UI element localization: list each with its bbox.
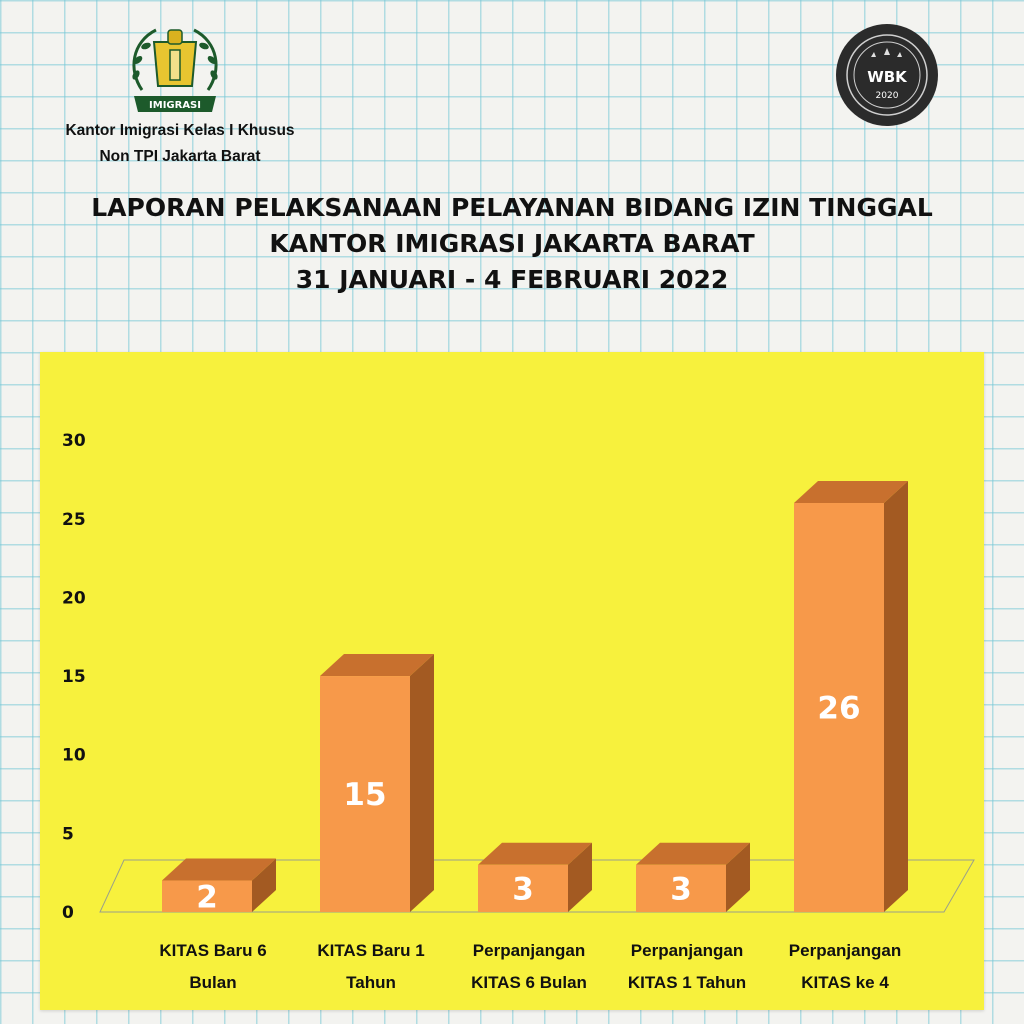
bar <box>478 864 568 912</box>
y-tick-label: 5 <box>62 824 74 844</box>
wbk-text: WBK <box>867 68 908 86</box>
bar-value-label: 2 <box>196 879 218 915</box>
x-category-label: Perpanjangan <box>473 941 585 960</box>
title-line-3: 31 JANUARI - 4 FEBRUARI 2022 <box>295 265 729 294</box>
bar-top <box>636 842 750 865</box>
imigrasi-logo: IMIGRASI <box>132 28 218 112</box>
x-category-label: KITAS 1 Tahun <box>628 973 746 992</box>
bar-side <box>410 654 434 912</box>
y-tick-label: 15 <box>62 667 86 687</box>
wbk-badge: WBK 2020 <box>836 24 938 126</box>
title-line-2: KANTOR IMIGRASI JAKARTA BARAT <box>269 229 755 258</box>
x-category-label: KITAS ke 4 <box>801 973 889 992</box>
chart-title: LAPORAN PELAKSANAAN PELAYANAN BIDANG IZI… <box>0 190 1024 298</box>
y-tick-label: 0 <box>62 903 74 923</box>
bar-value-label: 3 <box>512 871 534 907</box>
bar <box>162 880 252 912</box>
bar-value-label: 3 <box>670 871 692 907</box>
bar-chart: 0 5 10 15 20 25 30 2 KITAS Baru 6 Bulan 15 KITAS Ba… <box>62 431 975 992</box>
bar <box>636 864 726 912</box>
x-category-label: KITAS Baru 6 <box>159 941 266 960</box>
bar-top <box>478 842 592 865</box>
bar-side <box>884 481 908 912</box>
y-tick-label: 10 <box>62 746 86 766</box>
y-tick-label: 25 <box>62 510 86 530</box>
x-category-label: Perpanjangan <box>789 941 901 960</box>
y-tick-label: 20 <box>62 588 86 608</box>
x-category-label: Tahun <box>346 973 396 992</box>
wbk-year: 2020 <box>876 91 899 101</box>
title-line-1: LAPORAN PELAKSANAAN PELAYANAN BIDANG IZI… <box>91 193 933 222</box>
bar-top <box>320 654 434 677</box>
bar-value-label: 26 <box>817 691 860 727</box>
office-line-2: Non TPI Jakarta Barat <box>99 148 261 165</box>
bar <box>320 676 410 912</box>
y-tick-label: 30 <box>62 431 86 451</box>
bar <box>794 503 884 912</box>
x-category-label: KITAS Baru 1 <box>317 941 424 960</box>
bar-side <box>252 858 276 912</box>
bar-side <box>568 842 592 912</box>
bar-value-label: 15 <box>343 777 386 813</box>
x-category-label: Bulan <box>189 973 236 992</box>
logo-left-text: IMIGRASI <box>149 100 201 111</box>
chart-panel: 0 5 10 15 20 25 30 2 KITAS Baru 6 Bulan 15 KITAS Ba… <box>40 352 984 1010</box>
x-category-label: Perpanjangan <box>631 941 743 960</box>
bar-top <box>162 858 276 881</box>
office-line-1: Kantor Imigrasi Kelas I Khusus <box>65 122 295 139</box>
bar-side <box>726 842 750 912</box>
office-name: Kantor Imigrasi Kelas I Khusus Non TPI J… <box>30 118 330 170</box>
x-category-label: KITAS 6 Bulan <box>471 973 587 992</box>
bar-top <box>794 481 908 504</box>
